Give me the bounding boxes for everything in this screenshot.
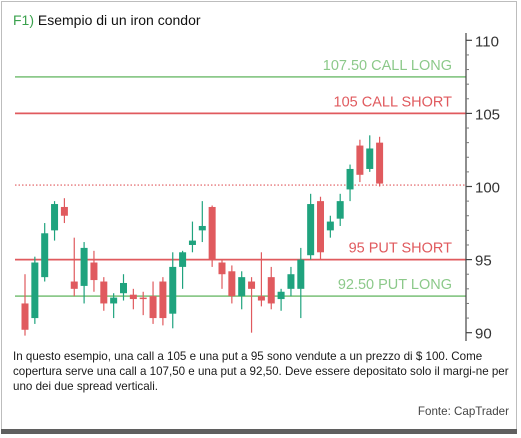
candle-body	[267, 277, 275, 304]
candle-body	[149, 296, 157, 319]
source-note: Fonte: CapTrader	[417, 405, 509, 418]
candle-body	[60, 206, 68, 216]
reference-line-label: 92.50 PUT LONG	[338, 277, 452, 293]
candle-body	[336, 201, 344, 219]
candle-body	[179, 252, 187, 267]
y-tick-label: 95	[475, 253, 492, 270]
reference-line-label: 95 PUT SHORT	[349, 241, 453, 257]
candle-body	[70, 281, 78, 289]
candle-body	[90, 262, 98, 281]
candle-body	[317, 201, 324, 253]
candle-body	[356, 145, 364, 175]
candle-body	[208, 206, 216, 260]
candle-body	[287, 274, 295, 289]
candle-body	[129, 294, 137, 300]
candle-body	[257, 296, 265, 301]
y-tick-label: 90	[475, 326, 492, 343]
y-tick-label: 105	[475, 106, 500, 123]
candle-body	[51, 204, 59, 231]
reference-line-label: 105 CALL SHORT	[334, 94, 453, 110]
candle-body	[100, 281, 108, 304]
reference-labels: 107.50 CALL LONG 105 CALL SHORT 95 PUT SHO…	[323, 58, 452, 293]
y-axis: 90 95 100 105 110	[466, 33, 500, 343]
candle-body	[120, 282, 127, 294]
candle-body	[159, 281, 167, 319]
candle-body	[277, 291, 285, 300]
reference-lines	[15, 75, 466, 298]
y-tick-label: 110	[475, 33, 499, 50]
candle-body	[376, 142, 384, 184]
candle-body	[238, 277, 246, 297]
candle-body	[41, 233, 49, 278]
candle-body	[228, 271, 236, 297]
bottom-rule	[1, 429, 517, 434]
figure-title: F1) Esempio di un iron condor	[13, 12, 201, 28]
reference-line-label: 107.50 CALL LONG	[323, 58, 452, 74]
candle-body	[31, 262, 39, 319]
candle-body	[326, 221, 334, 231]
candle-body	[307, 204, 315, 256]
candle-body	[198, 225, 206, 231]
figure-tag: F1)	[13, 12, 34, 28]
figure-caption: In questo esempio, una call a 105 e una …	[13, 350, 509, 393]
candle-body	[188, 240, 196, 245]
candle-body	[110, 297, 118, 304]
figure-title-text: Esempio di un iron condor	[37, 12, 201, 28]
candles	[21, 135, 384, 336]
y-tick-label: 100	[475, 180, 500, 197]
candle-body	[297, 259, 305, 289]
candle-body	[366, 148, 374, 169]
candle-body	[139, 297, 147, 300]
candle-body	[169, 266, 177, 314]
candle-body	[21, 303, 29, 330]
candle-body	[248, 281, 256, 289]
candle-body	[346, 168, 354, 190]
candle-body	[218, 262, 226, 275]
candle-body	[80, 247, 88, 286]
